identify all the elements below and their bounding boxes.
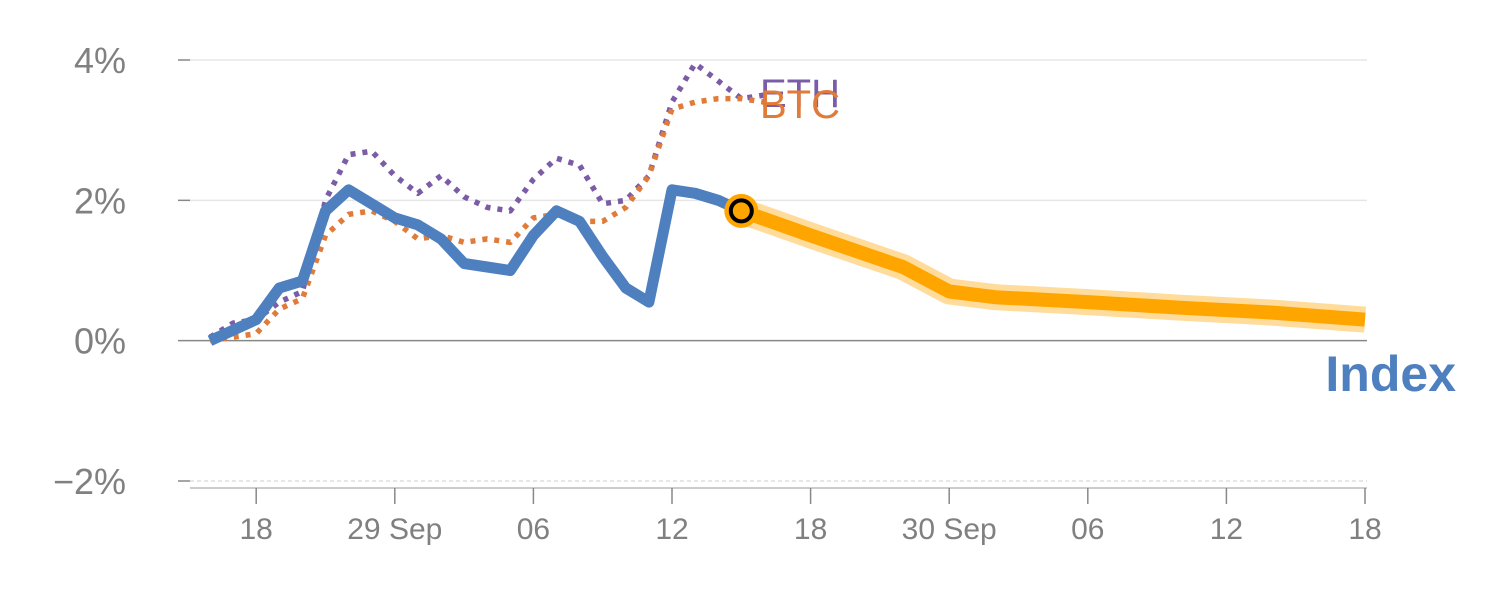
index-line	[207, 184, 744, 346]
eth-line	[208, 60, 765, 340]
x-tick-label: 29 Sep	[347, 513, 442, 546]
x-tick-label: 18	[794, 513, 827, 546]
series	[207, 60, 1366, 346]
btc-label: BTC	[760, 83, 840, 127]
x-tick-label: 18	[1348, 513, 1381, 546]
y-tick-label: 0%	[74, 321, 126, 362]
x-tick-label: 06	[1071, 513, 1104, 546]
x-tick-label: 30 Sep	[902, 513, 997, 546]
y-tick-label: −2%	[53, 461, 126, 502]
x-tick-label: 12	[1210, 513, 1243, 546]
x-tick-label: 06	[517, 513, 550, 546]
x-tick-label: 18	[240, 513, 273, 546]
btc-line	[209, 95, 765, 344]
axes: 4% 2% 0% −2% 18 29 Sep 06 12 18 30 Sep 06 12 18	[53, 40, 1382, 546]
x-tick-label: 12	[655, 513, 688, 546]
y-tick-label: 4%	[74, 40, 126, 81]
forecast-start-marker-inner	[728, 198, 754, 224]
index-label: Index	[1325, 346, 1456, 402]
gridlines	[178, 59, 1367, 482]
forecast-line	[738, 204, 1366, 327]
y-tick-label: 2%	[74, 180, 126, 221]
eth-label: ETH	[760, 72, 840, 116]
